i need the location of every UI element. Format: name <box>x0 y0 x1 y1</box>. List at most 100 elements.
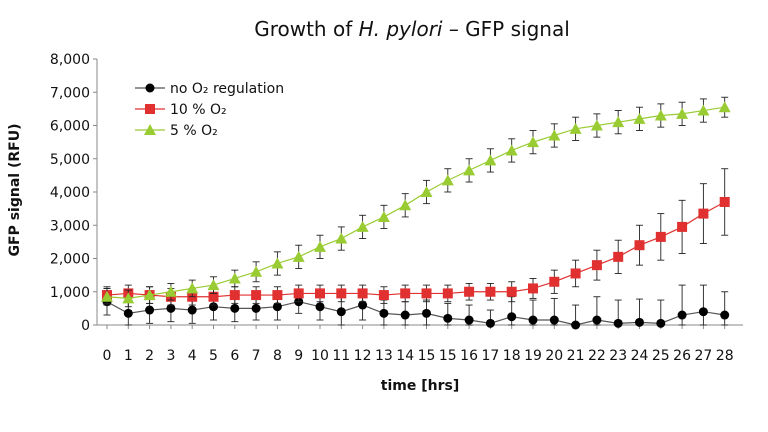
x-tick-label: 17 <box>481 348 499 364</box>
x-tick-label: 20 <box>545 348 563 364</box>
data-point-square <box>485 286 496 297</box>
data-point-circle <box>528 315 538 325</box>
data-point-triangle <box>292 250 305 262</box>
y-axis-title: GFP signal (RFU) <box>7 124 23 257</box>
y-tick-label: 1,000 <box>50 285 90 301</box>
legend-marker-circle <box>145 83 155 93</box>
x-tick-label: 25 <box>652 348 670 364</box>
data-point-triangle <box>186 282 199 294</box>
data-point-circle <box>507 312 517 322</box>
data-point-circle <box>485 318 495 328</box>
data-point-triangle <box>676 107 689 119</box>
data-point-triangle <box>463 164 476 176</box>
data-point-circle <box>123 308 133 318</box>
data-point-square <box>272 290 283 301</box>
data-point-triangle <box>484 154 497 166</box>
data-point-circle <box>443 313 453 323</box>
chart-title-part-3: – GFP signal <box>442 17 569 41</box>
x-tick-label: 15 <box>439 348 457 364</box>
x-tick-label: 23 <box>609 348 627 364</box>
x-axis-title: time [hrs] <box>381 378 459 394</box>
chart-title-part-1: Growth of <box>254 17 358 41</box>
data-point-square <box>655 231 666 242</box>
x-tick-label: 19 <box>524 348 542 364</box>
y-tick-label: 6,000 <box>50 119 90 135</box>
data-point-square <box>634 240 645 251</box>
data-point-square <box>677 221 688 232</box>
data-point-square <box>549 276 560 287</box>
data-point-square <box>442 288 453 299</box>
data-point-circle <box>358 300 368 310</box>
data-point-square <box>506 286 517 297</box>
y-tick-label: 5,000 <box>50 152 90 168</box>
data-point-square <box>229 290 240 301</box>
data-point-square <box>613 251 624 262</box>
data-point-circle <box>698 307 708 317</box>
y-tick-label: 4,000 <box>50 185 90 201</box>
data-point-square <box>591 260 602 271</box>
data-point-square <box>528 283 538 294</box>
x-tick-label: 0 <box>103 348 112 364</box>
data-point-circle <box>422 308 431 318</box>
x-tick-label: 6 <box>230 348 239 364</box>
x-tick-label: 18 <box>503 348 521 364</box>
data-point-square <box>208 291 219 302</box>
data-point-triangle <box>527 136 539 148</box>
x-tick-label: 8 <box>273 348 282 364</box>
data-point-circle <box>336 307 346 317</box>
data-point-square <box>336 288 347 299</box>
data-point-square <box>698 208 709 219</box>
x-tick-label: 11 <box>332 348 350 364</box>
data-point-square <box>400 288 411 299</box>
data-point-circle <box>400 310 410 320</box>
data-point-triangle <box>356 220 369 232</box>
legend-label: 5 % O₂ <box>170 123 218 139</box>
y-tick-label: 8,000 <box>50 52 90 68</box>
data-point-triangle <box>314 240 326 252</box>
data-point-triangle <box>505 144 518 156</box>
data-point-circle <box>272 302 282 312</box>
x-tick-label: 7 <box>252 348 261 364</box>
data-point-circle <box>315 302 325 312</box>
data-point-square <box>464 286 475 297</box>
x-tick-label: 2 <box>145 348 154 364</box>
x-axis-ticks: 0 1 2 3 4 5 6 7 8 9 10 11 12 13 14 15 15 16 17 18 19 20 21 22 23… <box>103 325 734 364</box>
data-point-circle <box>677 310 687 320</box>
data-point-circle <box>464 315 474 325</box>
series-triangle <box>101 96 731 308</box>
data-point-triangle <box>335 232 348 244</box>
data-point-triangle <box>548 129 561 141</box>
data-point-triangle <box>207 279 220 291</box>
data-point-circle <box>209 302 218 312</box>
data-point-circle <box>187 305 197 315</box>
data-point-circle <box>635 317 644 327</box>
x-tick-label: 16 <box>460 348 478 364</box>
x-tick-label: 22 <box>588 348 606 364</box>
legend-marker-triangle <box>144 124 156 135</box>
x-tick-label: 26 <box>673 348 691 364</box>
data-point-triangle <box>612 116 625 128</box>
data-point-square <box>570 268 581 279</box>
data-point-triangle <box>590 119 603 131</box>
y-tick-label: 0 <box>81 318 90 334</box>
series-square <box>102 168 730 306</box>
x-tick-label: 3 <box>166 348 175 364</box>
data-point-circle <box>166 303 176 313</box>
data-point-square <box>421 288 432 299</box>
data-point-circle <box>251 303 261 313</box>
data-point-triangle <box>122 292 135 304</box>
data-point-triangle <box>633 112 646 124</box>
data-point-triangle <box>101 290 113 302</box>
x-tick-label: 28 <box>716 348 734 364</box>
x-tick-label: 9 <box>294 348 303 364</box>
data-point-circle <box>145 305 155 315</box>
legend-marker-square <box>145 104 155 114</box>
data-point-triangle <box>441 174 454 186</box>
series-line <box>106 301 725 326</box>
data-point-triangle <box>228 272 241 284</box>
series-line <box>106 201 725 298</box>
series-layer <box>101 96 731 330</box>
data-point-square <box>315 288 325 299</box>
